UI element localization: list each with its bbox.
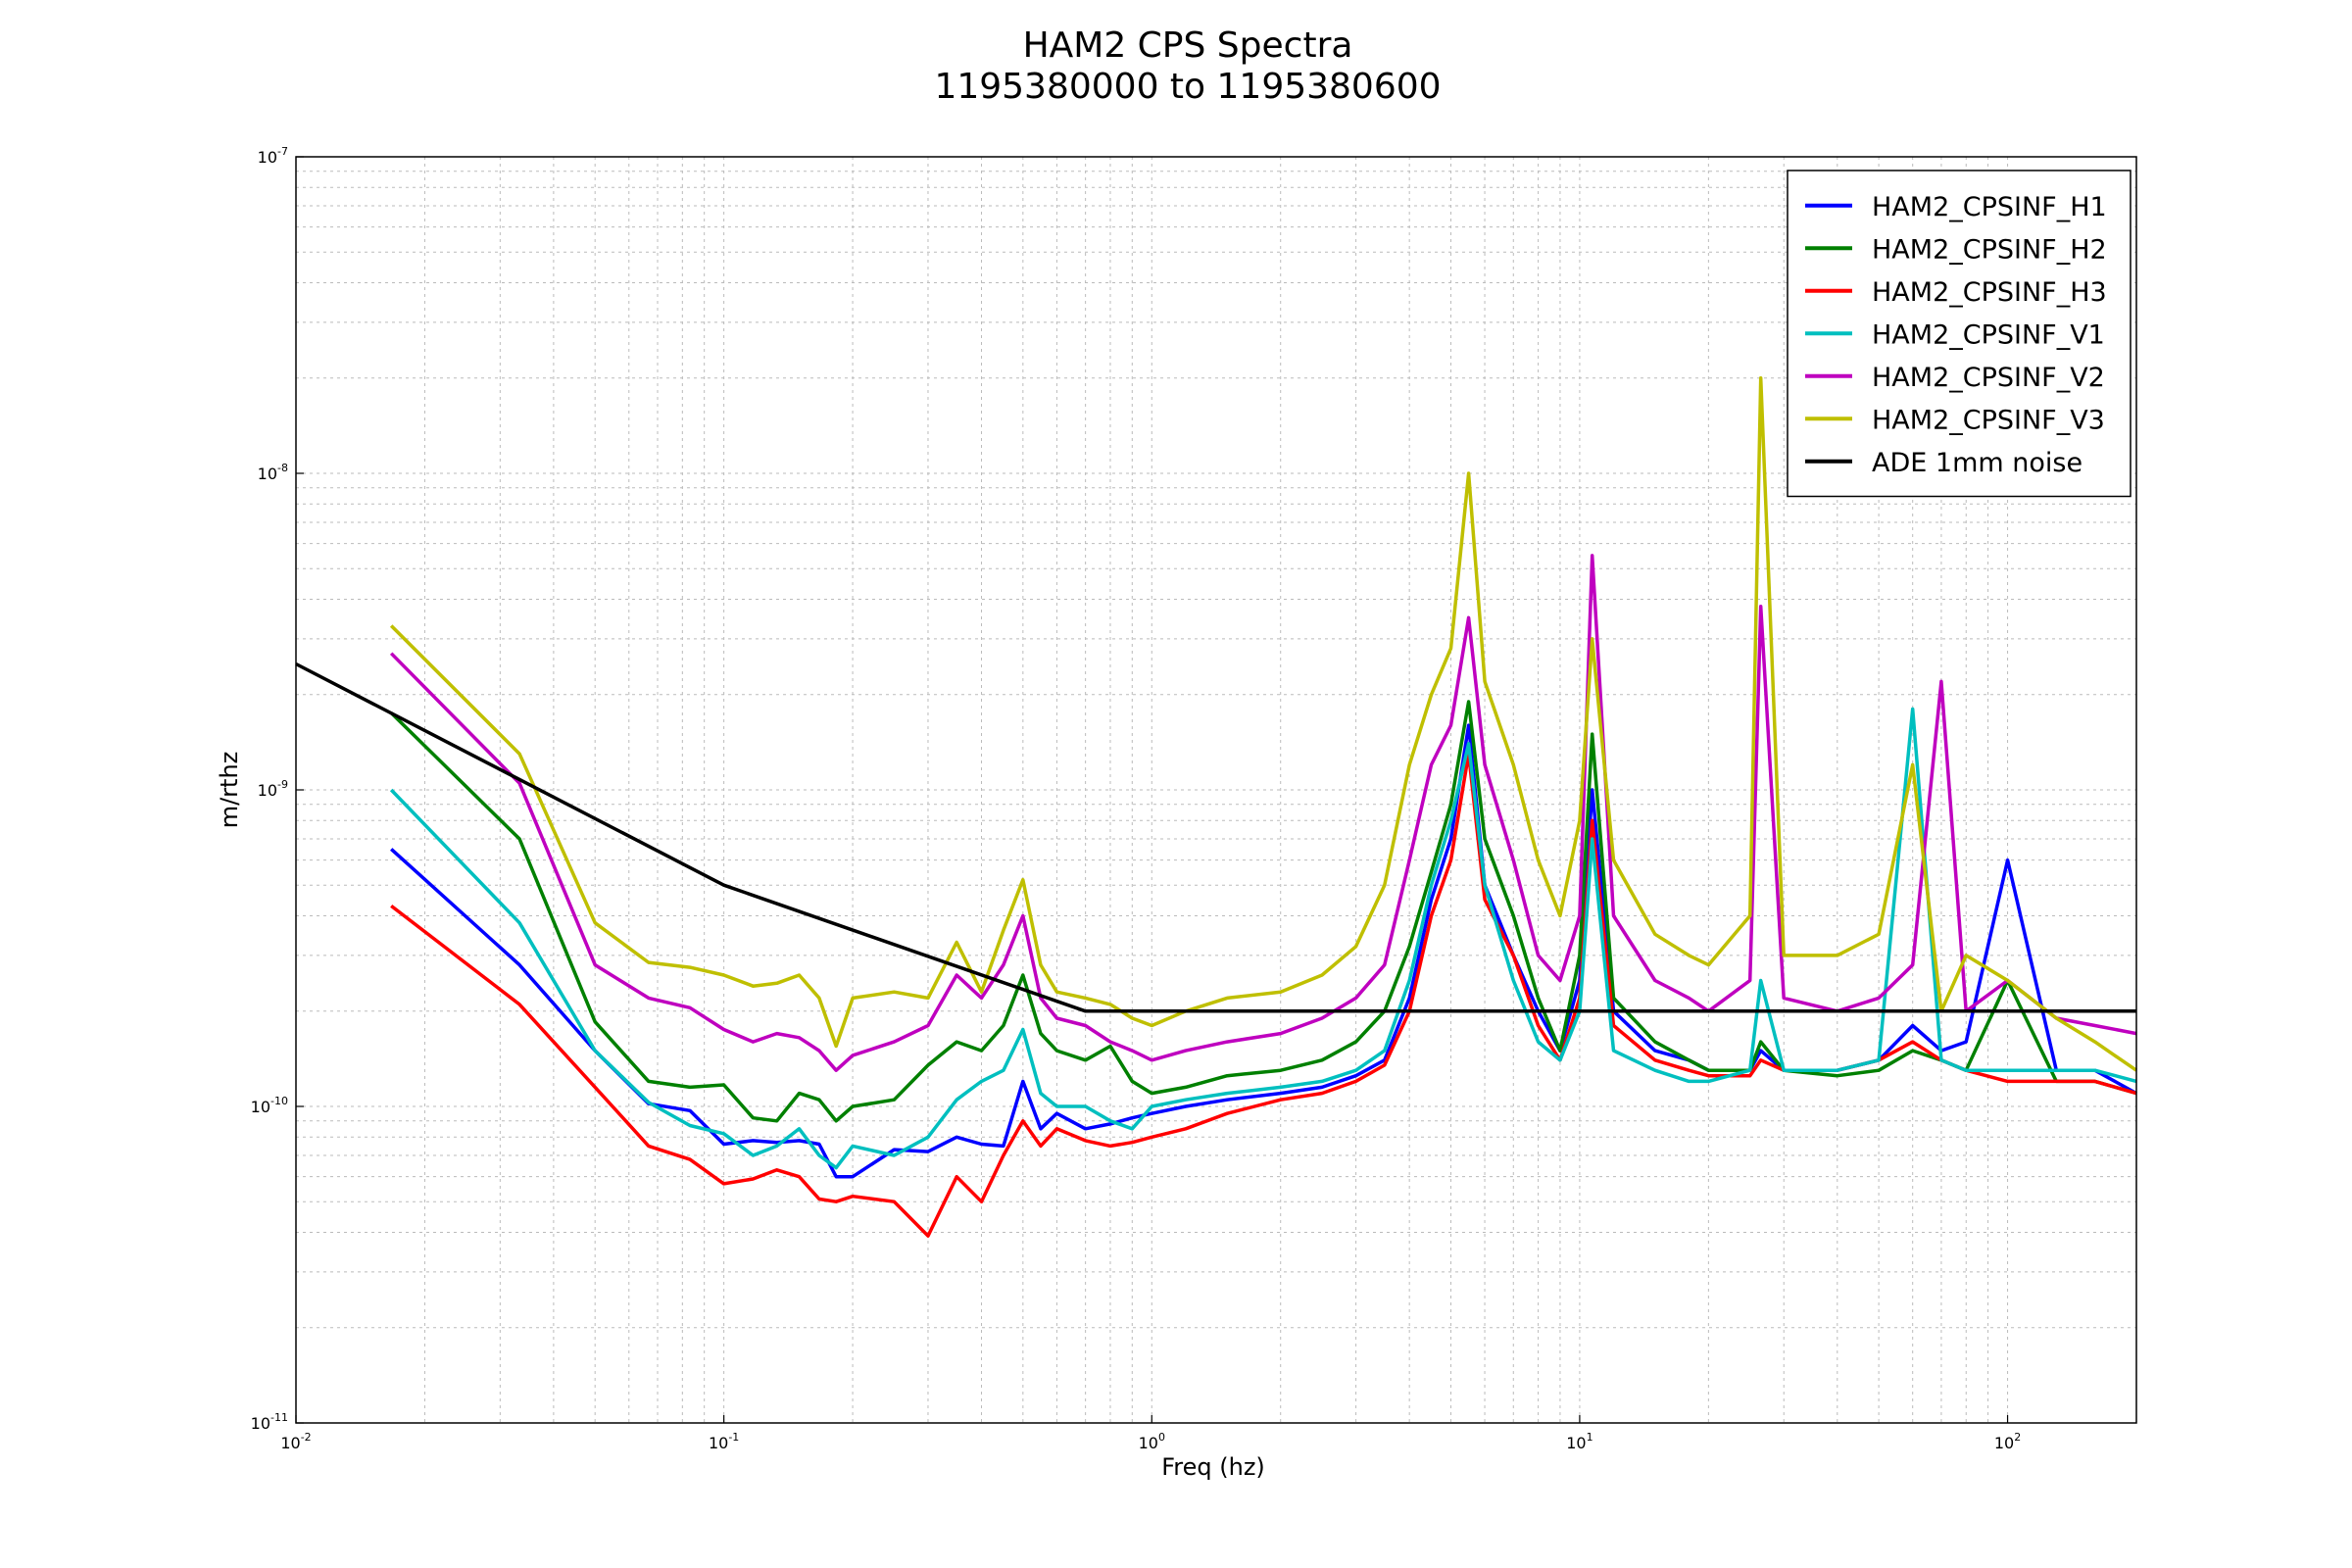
x-axis-label: Freq (hz) — [1161, 1453, 1265, 1481]
tick-layer: 10-2 10-1 100 101 102 10-11 10-10 10-9 10-8 10-7 — [251, 145, 2022, 1452]
legend-label-3: HAM2_CPSINF_V1 — [1872, 319, 2105, 350]
series-line-2 — [390, 752, 2137, 1238]
x-tick-label: 10-1 — [709, 1431, 739, 1452]
legend-label-1: HAM2_CPSINF_H2 — [1872, 234, 2107, 265]
series-line-5 — [389, 376, 2137, 1072]
series-line-3 — [389, 707, 2137, 1170]
y-tick-label: 10-10 — [251, 1095, 288, 1116]
y-tick-label: 10-8 — [258, 462, 288, 483]
x-tick-label: 10-2 — [280, 1431, 311, 1452]
plot-area — [295, 376, 2137, 1238]
series-line-6 — [295, 662, 2136, 1013]
legend: HAM2_CPSINF_H1 HAM2_CPSINF_H2 HAM2_CPSINF_… — [1787, 170, 2132, 498]
legend-label-0: HAM2_CPSINF_H1 — [1872, 192, 2107, 222]
legend-label-2: HAM2_CPSINF_H3 — [1872, 277, 2107, 308]
series-line-4 — [389, 554, 2137, 1072]
series-line-1 — [389, 700, 2137, 1123]
chart-title: HAM2 CPS Spectra — [1023, 25, 1353, 66]
legend-label-5: HAM2_CPSINF_V3 — [1872, 405, 2105, 435]
x-tick-label: 101 — [1566, 1431, 1592, 1452]
chart-subtitle: 1195380000 to 1195380600 — [934, 67, 1441, 107]
y-axis-label: m/rthz — [216, 752, 243, 829]
y-tick-label: 10-9 — [258, 778, 288, 800]
legend-label-4: HAM2_CPSINF_V2 — [1872, 363, 2105, 393]
y-tick-label: 10-11 — [251, 1411, 288, 1433]
legend-label-6: ADE 1mm noise — [1872, 448, 2082, 478]
series-line-0 — [390, 723, 2137, 1179]
y-tick-label: 10-7 — [258, 145, 288, 167]
x-tick-label: 100 — [1139, 1431, 1165, 1452]
x-tick-label: 102 — [1994, 1431, 2021, 1452]
